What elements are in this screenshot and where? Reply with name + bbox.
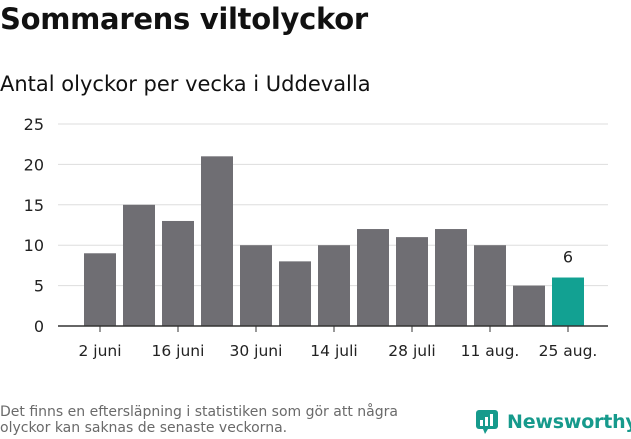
x-tick-label: 25 aug. — [539, 342, 598, 360]
bar-value-label: 6 — [563, 248, 573, 267]
x-axis — [58, 325, 608, 332]
y-tick-label: 0 — [34, 317, 44, 336]
x-tick-label: 2 juni — [78, 342, 121, 360]
bar-chart: 0 5 10 15 20 25 6 2 juni 16 juni 30 juni 14 juli 28… — [24, 115, 608, 360]
brand-logo: Newsworthy — [475, 409, 631, 435]
x-tick-label: 16 juni — [152, 342, 205, 360]
tick-labels: 0 5 10 15 20 25 6 2 juni 16 juni 30 juni 14 juli 28… — [24, 115, 598, 360]
bar — [435, 229, 467, 326]
brand-name: Newsworthy — [507, 411, 631, 433]
bar — [201, 156, 233, 326]
bar — [396, 237, 428, 326]
bars — [84, 156, 584, 326]
footnote: Det finns en eftersläpning i statistiken… — [0, 404, 398, 436]
bar — [84, 253, 116, 326]
newsworthy-logo-icon — [476, 410, 498, 434]
bar — [162, 220, 194, 326]
x-tick-label: 30 juni — [230, 342, 283, 360]
bar — [513, 285, 545, 326]
y-tick-label: 25 — [24, 115, 44, 134]
bar — [240, 245, 272, 326]
bar — [474, 245, 506, 326]
bar — [279, 261, 311, 326]
bar — [123, 204, 155, 326]
y-tick-label: 10 — [24, 236, 44, 255]
x-tick-label: 11 aug. — [461, 342, 520, 360]
chart-subtitle: Antal olyckor per vecka i Uddevalla — [0, 72, 371, 96]
x-tick-label: 14 juli — [310, 342, 357, 360]
bar — [357, 229, 389, 326]
y-tick-label: 5 — [34, 277, 44, 296]
chart-title: Sommarens viltolyckor — [0, 2, 368, 36]
x-tick-label: 28 juli — [388, 342, 435, 360]
bar-highlight — [552, 277, 584, 326]
y-tick-label: 20 — [24, 155, 44, 174]
y-tick-label: 15 — [24, 196, 44, 215]
bar — [318, 245, 350, 326]
